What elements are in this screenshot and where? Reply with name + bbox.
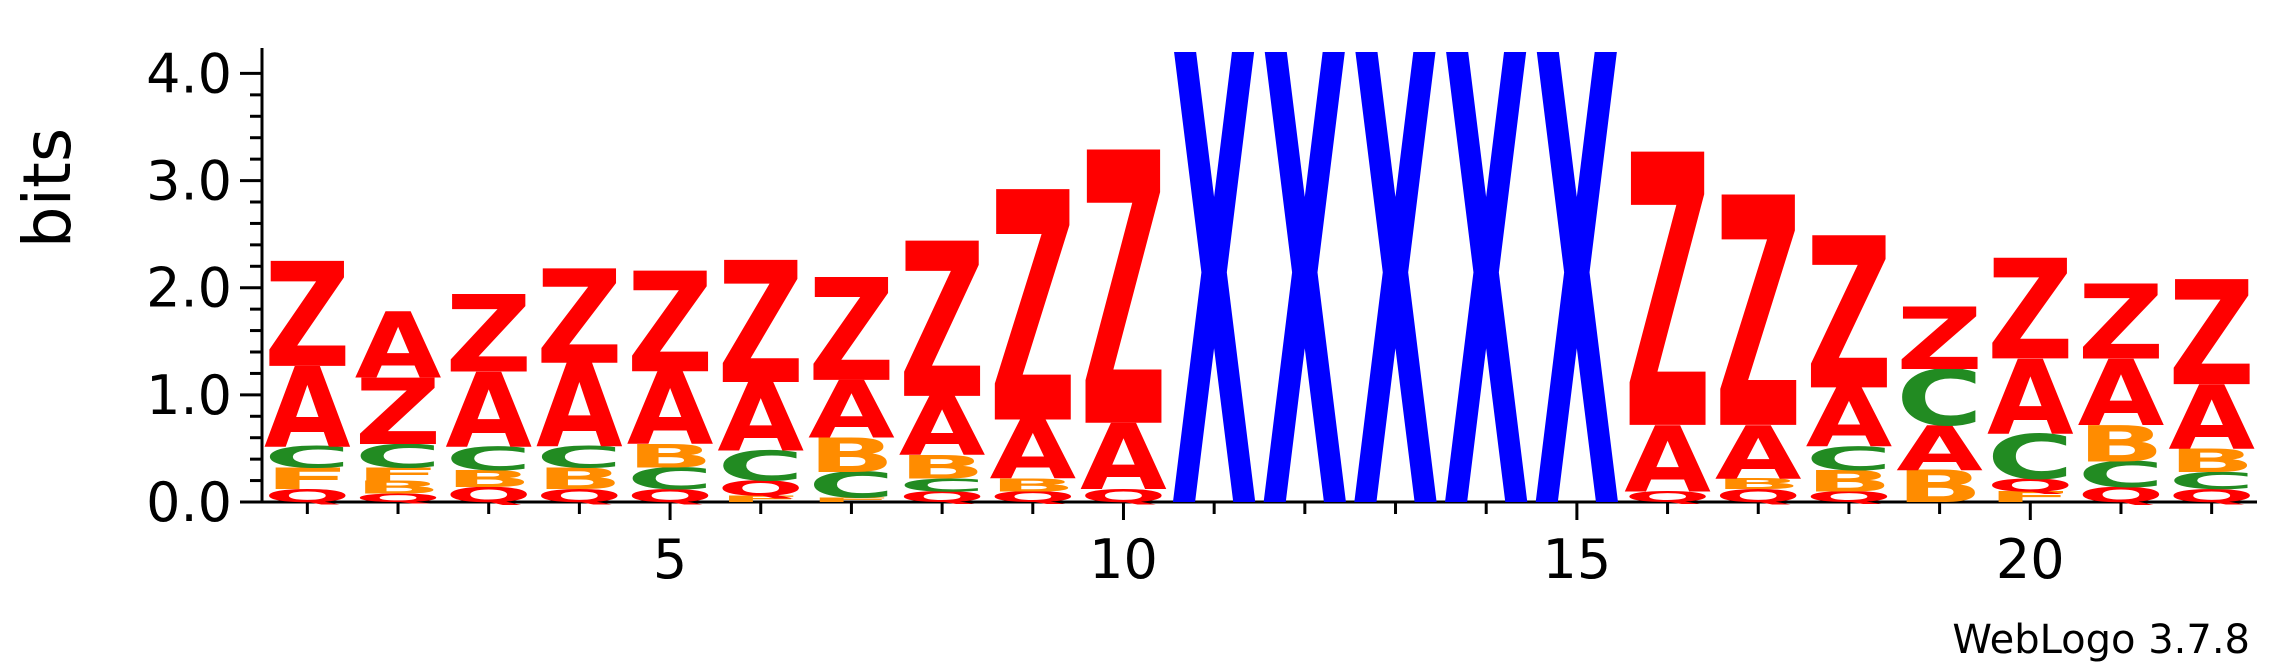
logo-letter-b: B <box>627 438 714 476</box>
logo-letter-z: Z <box>808 249 895 413</box>
logo-letter-c: C <box>1987 422 2074 493</box>
logo-letter-c: C <box>2168 468 2255 495</box>
logo-letter-a: A <box>1896 413 1983 485</box>
letter-stacks: QFCAZQBFCZAQBCAZQBCAZQCBAZFQCAZFCBAZQCBA… <box>264 0 2255 648</box>
logo-letter-z: Z <box>445 273 532 397</box>
logo-letter-z: Z <box>1624 77 1711 514</box>
logo-letter-a: A <box>264 345 351 473</box>
x-tick-label: 20 <box>1996 528 2065 591</box>
logo-letter-q: Q <box>2168 486 2255 506</box>
logo-letter-c: C <box>1896 355 1983 443</box>
logo-letter-a: A <box>1715 411 1802 496</box>
logo-letter-q: Q <box>1715 486 1802 506</box>
y-tick-label: 2.0 <box>146 257 232 320</box>
logo-letter-q: Q <box>717 477 804 501</box>
logo-letter-z: Z <box>627 244 714 404</box>
logo-letter-q: Q <box>899 488 986 505</box>
logo-letter-a: A <box>1080 405 1167 511</box>
logo-letter-c: C <box>355 438 442 475</box>
logo-letter-a: A <box>355 294 442 400</box>
y-tick-label: 0.0 <box>146 471 232 534</box>
logo-letter-a: A <box>899 380 986 474</box>
logo-letter-z: Z <box>1715 133 1802 501</box>
logo-letter-c: C <box>717 442 804 490</box>
logo-letter-z: Z <box>989 127 1076 495</box>
logo-letter-z: Z <box>264 233 351 401</box>
logo-letter-q: Q <box>355 491 442 505</box>
logo-letter-f: F <box>355 464 442 484</box>
logo-letter-q: Q <box>1624 488 1711 505</box>
logo-letter-a: A <box>1987 339 2074 459</box>
logo-letter-a: A <box>2078 341 2165 447</box>
logo-letter-f: F <box>1987 488 2074 505</box>
logo-letter-a: A <box>808 364 895 456</box>
logo-letter-a: A <box>2168 366 2255 469</box>
x-tick-label: 5 <box>653 528 687 591</box>
logo-letter-b: B <box>536 462 623 496</box>
logo-letter-b: B <box>899 448 986 486</box>
logo-letter-x: X <box>1534 0 1621 648</box>
y-tick-label: 3.0 <box>146 150 232 213</box>
logo-letter-q: Q <box>989 488 1076 505</box>
logo-letter-q: Q <box>2078 483 2165 507</box>
logo-letter-q: Q <box>445 483 532 507</box>
logo-letter-q: Q <box>627 486 714 506</box>
logo-letter-b: B <box>808 428 895 483</box>
y-axis-label: bits <box>9 128 86 249</box>
logo-letter-b: B <box>445 466 532 493</box>
logo-letter-b: B <box>2168 442 2255 480</box>
logo-letter-c: C <box>899 475 986 495</box>
x-tick-label: 15 <box>1543 528 1612 591</box>
logo-letter-a: A <box>536 340 623 474</box>
logo-letter-f: F <box>717 494 804 504</box>
logo-letter-a: A <box>1806 372 1893 466</box>
logo-letter-z: Z <box>355 360 442 466</box>
logo-letter-z: Z <box>2078 263 2165 383</box>
axes: 0.0 1.0 2.0 3.0 4.0 5 10 15 20 <box>146 42 2257 591</box>
logo-letter-c: C <box>264 441 351 475</box>
logo-letter-b: B <box>355 477 442 498</box>
logo-letter-b: B <box>1715 476 1802 493</box>
logo-letter-c: C <box>627 462 714 496</box>
logo-letter-c: C <box>536 441 623 475</box>
logo-letter-z: Z <box>1896 291 1983 390</box>
logo-letter-b: B <box>2078 415 2165 474</box>
logo-letter-q: Q <box>264 486 351 506</box>
logo-letter-c: C <box>2078 454 2165 495</box>
logo-letter-a: A <box>717 364 804 473</box>
logo-letter-z: Z <box>2168 251 2255 419</box>
logo-letter-c: C <box>445 440 532 477</box>
logo-letter-z: Z <box>717 228 804 423</box>
y-tick-label: 4.0 <box>146 42 232 105</box>
logo-letter-a: A <box>989 404 1076 498</box>
weblogo-version-footer: WebLogo 3.7.8 <box>1952 617 2250 663</box>
logo-letter-x: X <box>1262 0 1349 648</box>
logo-letter-x: X <box>1352 0 1439 648</box>
logo-letter-z: Z <box>536 243 623 394</box>
logo-letter-c: C <box>1806 440 1893 477</box>
logo-letter-b: B <box>1896 462 1983 513</box>
x-tick-label: 10 <box>1089 528 1158 591</box>
logo-letter-c: C <box>808 465 895 506</box>
logo-letter-q: Q <box>1080 486 1167 506</box>
logo-letter-z: Z <box>899 199 986 447</box>
logo-letter-f: F <box>264 462 351 496</box>
logo-letter-q: Q <box>1987 475 2074 495</box>
logo-letter-z: Z <box>1080 75 1167 512</box>
logo-letter-x: X <box>1171 0 1258 648</box>
logo-letter-f: F <box>808 497 895 504</box>
logo-letter-a: A <box>627 352 714 469</box>
logo-letter-b: B <box>989 475 1076 496</box>
logo-letter-a: A <box>445 352 532 472</box>
logo-letter-b: B <box>1806 464 1893 498</box>
logo-letter-z: Z <box>1987 231 2074 391</box>
logo-letter-q: Q <box>1806 488 1893 505</box>
logo-letter-x: X <box>1443 0 1530 648</box>
logo-letter-z: Z <box>1806 195 1893 438</box>
logo-letter-a: A <box>1624 407 1711 513</box>
logo-letter-q: Q <box>536 486 623 506</box>
y-tick-label: 1.0 <box>146 364 232 427</box>
